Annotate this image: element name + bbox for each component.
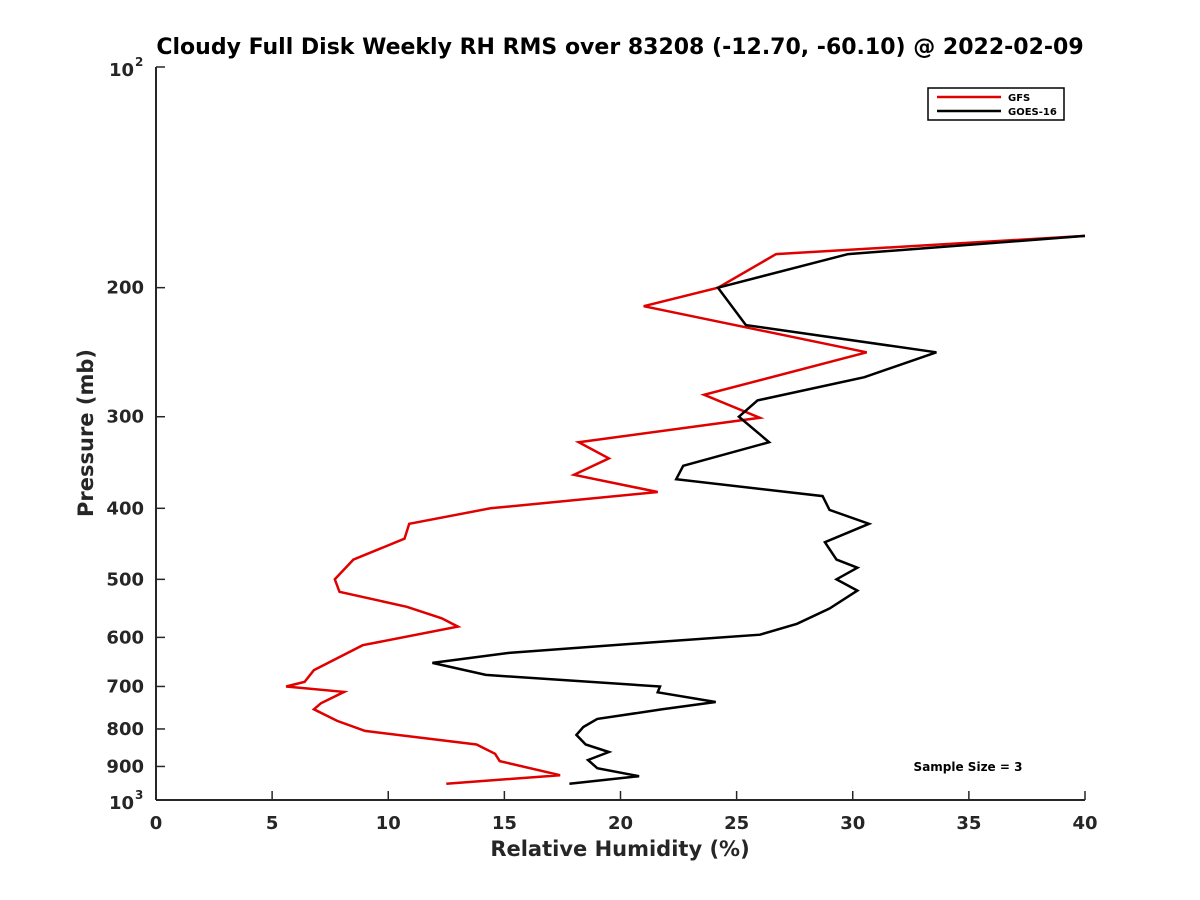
chart-title: Cloudy Full Disk Weekly RH RMS over 8320… xyxy=(156,35,1083,60)
y-tick-label-power: 10 2 xyxy=(109,55,143,81)
y-tick-label: 800 xyxy=(106,719,144,740)
y-tick-label: 200 xyxy=(106,278,144,299)
y-tick-exponent: 3 xyxy=(135,788,143,802)
x-tick-label: 25 xyxy=(724,813,749,834)
y-tick-label: 400 xyxy=(106,498,144,519)
series-layer xyxy=(285,234,1086,785)
y-axis-label: Pressure (mb) xyxy=(74,349,98,517)
x-tick-label: 15 xyxy=(492,813,517,834)
y-tick-label: 900 xyxy=(106,756,144,777)
x-tick-label: 20 xyxy=(608,813,633,834)
legend: GFS GOES-16 xyxy=(927,87,1065,121)
x-axis-ticks: 0 5 10 15 20 25 30 35 40 xyxy=(150,791,1098,834)
sample-size-annotation: Sample Size = 3 xyxy=(914,760,1023,774)
legend-label-goes16: GOES-16 xyxy=(1008,107,1057,118)
y-tick-label: 600 xyxy=(106,627,144,648)
y-tick-exponent: 2 xyxy=(135,55,143,69)
legend-box xyxy=(927,87,1065,121)
axes xyxy=(155,67,1085,801)
x-tick-label: 40 xyxy=(1072,813,1097,834)
y-tick-label: 300 xyxy=(106,407,144,428)
x-axis-label: Relative Humidity (%) xyxy=(490,837,749,861)
x-tick-label: 10 xyxy=(376,813,401,834)
x-tick-label: 5 xyxy=(266,813,279,834)
y-tick-label: 700 xyxy=(106,676,144,697)
series-line-gfs xyxy=(285,234,1086,785)
x-tick-label: 35 xyxy=(956,813,981,834)
y-tick-label: 500 xyxy=(106,569,144,590)
y-tick-label-power: 10 3 xyxy=(109,788,143,814)
y-tick-base: 10 xyxy=(109,793,134,814)
legend-label-gfs: GFS xyxy=(1008,93,1030,104)
series-line-goes16 xyxy=(432,234,1086,785)
y-tick-base: 10 xyxy=(109,60,134,81)
x-tick-label: 30 xyxy=(840,813,865,834)
x-tick-label: 0 xyxy=(150,813,163,834)
